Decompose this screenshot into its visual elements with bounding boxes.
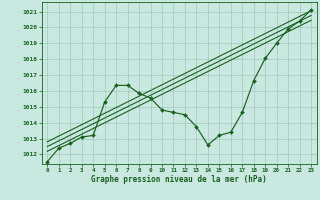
X-axis label: Graphe pression niveau de la mer (hPa): Graphe pression niveau de la mer (hPa) <box>91 175 267 184</box>
